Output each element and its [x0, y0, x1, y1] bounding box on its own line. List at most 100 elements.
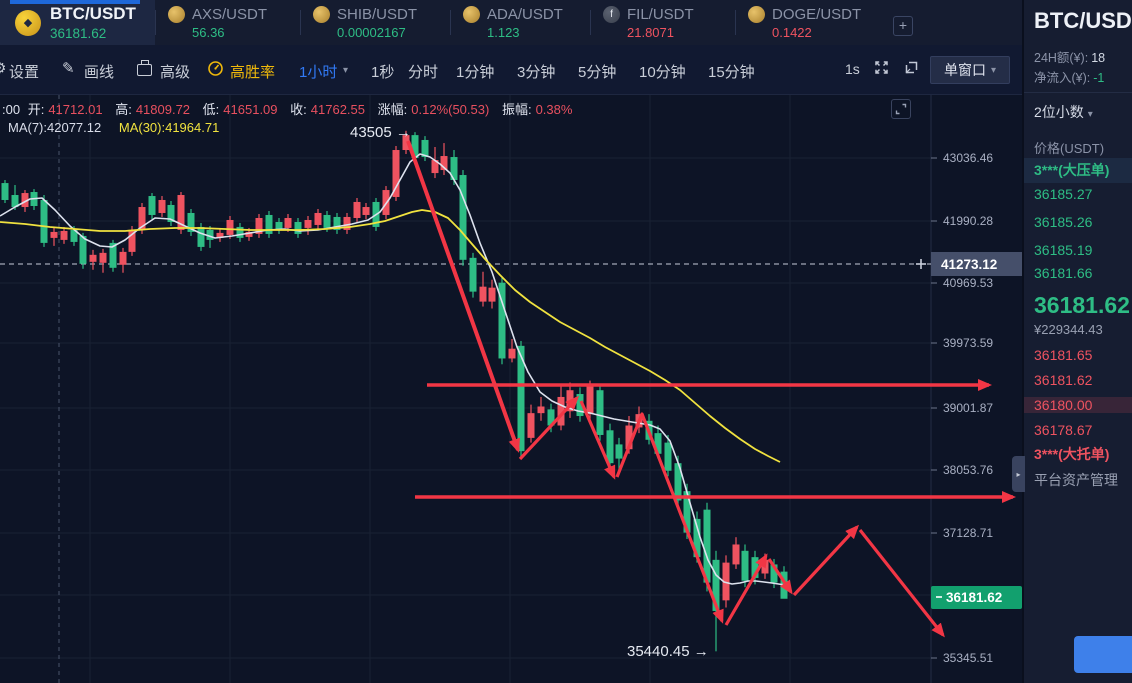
panel-pair-title: BTC/USDT	[1034, 8, 1132, 33]
bid-price-row[interactable]: 36180.00	[1024, 397, 1132, 413]
fil-coin-icon: f	[603, 5, 620, 23]
doge-coin-icon	[748, 5, 765, 23]
timeframe-5m[interactable]: 5分钟	[578, 64, 617, 81]
tab-shib-usdt[interactable]: SHIB/USDT 0.00002167	[300, 0, 450, 45]
ask-price-row[interactable]: 36185.19	[1034, 242, 1093, 258]
svg-text:39001.87: 39001.87	[943, 401, 993, 415]
gauge-icon	[207, 60, 224, 77]
high-winrate-button[interactable]: 高胜率	[230, 64, 276, 81]
tab-divider	[300, 10, 301, 35]
bid-price-row[interactable]: 36178.67	[1034, 422, 1093, 438]
pair-price: 36181.62	[50, 26, 107, 41]
svg-text:36181.62: 36181.62	[946, 590, 1002, 605]
ask-price-row[interactable]: 36181.66	[1034, 265, 1093, 281]
svg-text:41273.12: 41273.12	[941, 257, 997, 272]
btc-coin-icon: ◆	[15, 9, 41, 36]
pair-tabbar: ◆ BTC/USDT 36181.62 AXS/USDT 56.36 SHI	[0, 0, 1132, 45]
ma-legend: MA(7):42077.12 MA(30):41964.71	[8, 120, 219, 135]
fullscreen-icon[interactable]	[872, 58, 891, 77]
large-sell-order-header[interactable]: 3***(大压单)	[1024, 158, 1132, 183]
toolbox-icon	[137, 60, 152, 76]
timeframe-1m[interactable]: 1分钟	[456, 64, 495, 81]
pair-price: 56.36	[192, 24, 225, 40]
window-mode-button[interactable]: 单窗口 ▾	[930, 56, 1010, 84]
pair-price: 0.1422	[772, 24, 812, 40]
pair-name: DOGE/USDT	[772, 5, 862, 23]
large-buy-order-header[interactable]: 3***(大托单)	[1034, 446, 1110, 462]
ask-price-row[interactable]: 36185.27	[1034, 186, 1093, 202]
svg-text:38053.76: 38053.76	[943, 463, 993, 477]
interval-label: 1s	[845, 61, 860, 77]
ma7-label: MA(7):42077.12	[8, 120, 102, 135]
ohlc-time: :00	[2, 102, 21, 117]
ma30-label: MA(30):41964.71	[118, 120, 220, 135]
window-mode-label: 单窗口	[943, 62, 986, 78]
tab-btc-usdt[interactable]: ◆ BTC/USDT 36181.62	[0, 0, 155, 45]
timeframe-fenshi[interactable]: 分时	[408, 64, 439, 81]
volume-24h-stat: 24H额(¥): 18	[1034, 51, 1106, 65]
tab-divider	[155, 10, 156, 35]
tab-doge-usdt[interactable]: DOGE/USDT 0.1422	[735, 0, 880, 45]
restore-window-icon[interactable]	[891, 99, 911, 119]
ohlc-info-bar: :00 开: 41712.01 高: 41809.72 低: 41651.09 收: 4…	[2, 102, 573, 117]
tab-axs-usdt[interactable]: AXS/USDT 56.36	[155, 0, 300, 45]
tab-ada-usdt[interactable]: ADA/USDT 1.123	[450, 0, 590, 45]
svg-text:35345.51: 35345.51	[943, 651, 993, 665]
pair-price: 1.123	[487, 24, 520, 40]
candlestick-chart[interactable]: 43036.46 41990.28 40969.53 39973.59 39001.87…	[0, 95, 1022, 683]
bid-price-row[interactable]: 36181.65	[1034, 347, 1093, 363]
settings-button[interactable]: 设置	[9, 64, 40, 81]
precision-dropdown[interactable]: 2位小数 ▾	[1034, 104, 1093, 120]
panel-collapse-handle[interactable]: ▸	[1012, 456, 1025, 492]
panel-divider	[1024, 92, 1132, 93]
pencil-icon: ✎	[62, 60, 75, 77]
svg-text:37128.71: 37128.71	[943, 526, 993, 540]
bid-price-row[interactable]: 36181.62	[1034, 372, 1093, 388]
action-button[interactable]	[1074, 636, 1132, 673]
ada-coin-icon	[463, 5, 480, 23]
timeframe-3m[interactable]: 3分钟	[517, 64, 556, 81]
pair-name: ADA/USDT	[487, 5, 563, 23]
market-detail-panel: BTC/USDT 24H额(¥):18 净流入(¥):-1 2位小数 ▾ 价格(…	[1022, 0, 1132, 683]
chart-toolbar: ⚙ 设置 ✎ 画线 高级 高胜率 1小时 ▾ 1秒 分时 1分钟 3分钟 5分钟…	[0, 45, 1132, 95]
pair-price: 21.8071	[627, 24, 674, 40]
last-price-cny: ¥229344.43	[1034, 322, 1103, 337]
tab-divider	[590, 10, 591, 35]
pair-name: BTC/USDT	[50, 4, 136, 23]
pair-name: SHIB/USDT	[337, 5, 418, 23]
net-inflow-stat: 净流入(¥): -1	[1034, 71, 1105, 85]
svg-text:39973.59: 39973.59	[943, 336, 993, 350]
advanced-button[interactable]: 高级	[160, 64, 191, 81]
chevron-down-icon: ▾	[1087, 109, 1093, 120]
pair-name: FIL/USDT	[627, 5, 694, 23]
add-pair-button[interactable]: +	[893, 16, 913, 36]
draw-line-button[interactable]: 画线	[84, 64, 115, 81]
svg-text:41990.28: 41990.28	[943, 214, 993, 228]
screenshot-icon[interactable]	[902, 58, 921, 77]
price-column-header: 价格(USDT)	[1034, 141, 1105, 156]
chevron-down-icon: ▾	[343, 65, 349, 76]
timeframe-1s[interactable]: 1秒	[371, 64, 395, 81]
chevron-down-icon: ▾	[990, 64, 997, 76]
gear-icon: ⚙	[0, 59, 6, 77]
svg-text:35440.45 →: 35440.45 →	[627, 643, 709, 660]
tab-divider	[735, 10, 736, 35]
last-price: 36181.62	[1034, 292, 1130, 318]
svg-text:40969.53: 40969.53	[943, 276, 993, 290]
chart-area: 43036.46 41990.28 40969.53 39973.59 39001.87…	[0, 95, 1022, 683]
active-tab-indicator	[10, 0, 140, 4]
shib-coin-icon	[313, 5, 330, 23]
timeframe-10m[interactable]: 10分钟	[639, 64, 686, 81]
svg-text:43505 →: 43505 →	[350, 124, 411, 141]
tab-fil-usdt[interactable]: f FIL/USDT 21.8071	[590, 0, 735, 45]
pair-name: AXS/USDT	[192, 5, 268, 23]
tab-divider	[450, 10, 451, 35]
timeframe-active-button[interactable]: 1小时	[299, 64, 338, 81]
asset-management-link[interactable]: 平台资产管理	[1034, 472, 1118, 488]
ask-price-row[interactable]: 36185.26	[1034, 214, 1093, 230]
pair-price: 0.00002167	[337, 24, 406, 40]
svg-text:43036.46: 43036.46	[943, 151, 993, 165]
timeframe-15m[interactable]: 15分钟	[708, 64, 755, 81]
axs-coin-icon	[168, 5, 185, 23]
